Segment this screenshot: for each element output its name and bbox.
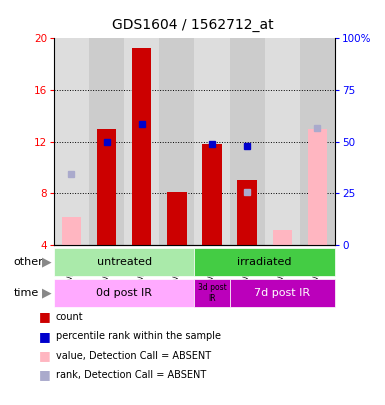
Text: other: other bbox=[13, 257, 43, 267]
Text: irradiated: irradiated bbox=[238, 257, 292, 267]
Bar bbox=[54, 279, 194, 307]
Bar bbox=[194, 38, 229, 245]
Bar bbox=[229, 38, 265, 245]
Bar bbox=[264, 38, 300, 245]
Text: 7d post IR: 7d post IR bbox=[254, 288, 310, 298]
Text: rank, Detection Call = ABSENT: rank, Detection Call = ABSENT bbox=[56, 370, 206, 380]
Bar bbox=[54, 248, 194, 276]
Bar bbox=[194, 248, 335, 276]
Text: count: count bbox=[56, 312, 84, 322]
Bar bbox=[54, 38, 89, 245]
Bar bbox=[62, 217, 81, 245]
Text: ■: ■ bbox=[38, 310, 50, 323]
Bar bbox=[229, 279, 335, 307]
Text: time: time bbox=[13, 288, 39, 298]
Bar bbox=[300, 38, 335, 245]
Text: ▶: ▶ bbox=[42, 286, 52, 299]
Text: 3d post
IR: 3d post IR bbox=[198, 283, 226, 303]
Bar bbox=[238, 181, 257, 245]
Bar bbox=[273, 230, 292, 245]
Bar bbox=[124, 38, 159, 245]
Text: ■: ■ bbox=[38, 330, 50, 343]
Bar bbox=[167, 192, 186, 245]
Text: value, Detection Call = ABSENT: value, Detection Call = ABSENT bbox=[56, 351, 211, 360]
Bar bbox=[308, 129, 327, 245]
Text: ▶: ▶ bbox=[42, 256, 52, 269]
Bar bbox=[132, 47, 151, 245]
Bar bbox=[159, 38, 194, 245]
Text: ■: ■ bbox=[38, 349, 50, 362]
Text: untreated: untreated bbox=[97, 257, 152, 267]
Bar bbox=[97, 129, 116, 245]
Text: 0d post IR: 0d post IR bbox=[96, 288, 152, 298]
Bar bbox=[203, 144, 222, 245]
Bar bbox=[89, 38, 124, 245]
Text: percentile rank within the sample: percentile rank within the sample bbox=[56, 331, 221, 341]
Text: GDS1604 / 1562712_at: GDS1604 / 1562712_at bbox=[112, 18, 273, 32]
Bar bbox=[194, 279, 229, 307]
Text: ■: ■ bbox=[38, 369, 50, 382]
